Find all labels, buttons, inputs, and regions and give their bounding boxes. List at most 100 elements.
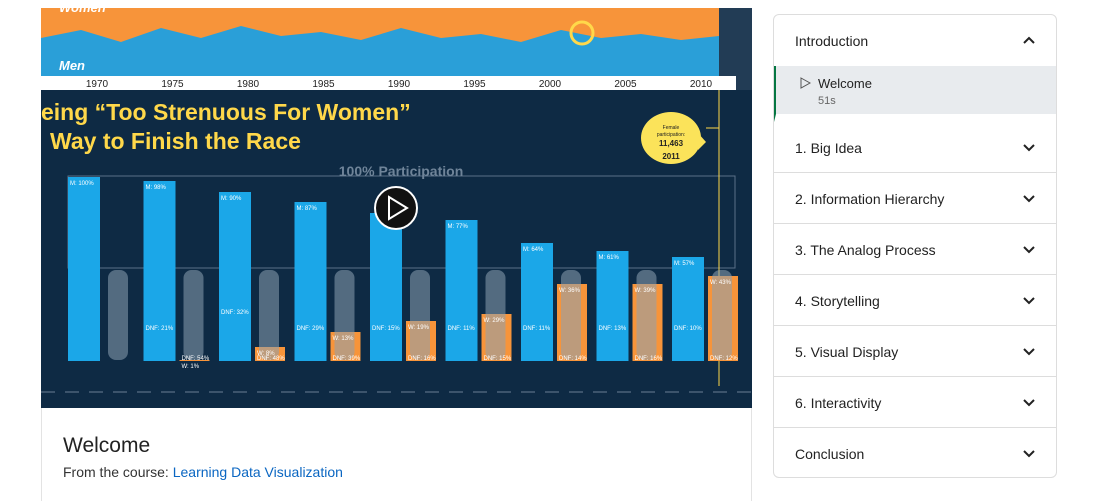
bar-men [370,213,402,361]
bar-label: M: 90% [221,196,242,202]
headline: Way to Finish the Race [50,128,301,154]
bar-label: W: 43% [710,280,732,286]
bar-label: DNF: 39% [333,356,361,362]
callout-text: 2011 [662,152,680,161]
section-row[interactable]: 3. The Analog Process [774,224,1056,275]
bar-label: DNF: 10% [674,326,702,332]
course-line: From the course: Learning Data Visualiza… [63,464,343,480]
bar-men [596,251,629,361]
lesson-title: Welcome [63,434,151,457]
bar-label: M: 98% [146,185,167,191]
bar-label: DNF: 16% [408,356,436,362]
bar-label: DNF: 11% [448,326,476,332]
table-of-contents: Introduction Welcome 51s 1. Big Idea 2. I… [773,14,1057,478]
silhouette [108,270,128,360]
bar-label: DNF: 13% [599,326,627,332]
section-row[interactable]: 5. Visual Display [774,326,1056,377]
play-icon [800,77,811,89]
section-title: Introduction [795,33,869,49]
bar-label: DNF: 12% [710,356,738,362]
section-title: 3. The Analog Process [795,242,936,258]
silhouette [636,270,657,360]
year-label: 1975 [161,79,184,90]
bar-label: DNF: 14% [559,356,587,362]
section-row[interactable]: 1. Big Idea [774,122,1056,173]
year-label: 2005 [614,79,637,90]
bar-label: W: 36% [559,288,581,294]
chevron-up [1023,36,1035,44]
bar-label: DNF: 48% [257,356,285,362]
year-label: 1970 [86,79,109,90]
bar-men [68,177,100,361]
bar-label: DNF: 15% [484,356,512,362]
bar-label: M: 87% [297,206,318,212]
bar-men [219,192,251,361]
item-title: Welcome [818,76,872,91]
bar-label: M: 57% [674,261,695,267]
bar-label: DNF: 21% [146,326,174,332]
section-title: 5. Visual Display [795,344,899,360]
chevron-down [1023,348,1035,356]
bar-men [143,181,176,361]
chevron-down [1023,399,1035,407]
silhouette [561,270,581,360]
chevron-down [1023,450,1035,458]
headline: eing “Too Strenuous For Women” [41,99,411,125]
chevron-down [1023,144,1035,152]
silhouette [183,270,204,360]
lesson-item[interactable]: Welcome 51s [774,66,1056,122]
callout-text: 11,463 [659,139,684,148]
participation-label: 100% Participation [339,163,464,179]
chevron-down [1023,246,1035,254]
year-label: 1980 [237,79,260,90]
callout-text: participation: [657,132,685,138]
bar-label: M: 64% [523,247,544,253]
bar-label: DNF: 16% [635,356,663,362]
year-label: 2010 [690,79,713,90]
bar-label: DNF: 11% [523,326,551,332]
bar-label: W: 1% [182,364,200,370]
bar-label: W: 8% [257,351,275,357]
series-label: Women [59,8,106,15]
bar-men [294,202,327,361]
section-row[interactable]: 4. Storytelling [774,275,1056,326]
item-duration: 51s [818,95,836,107]
bar-label: W: 29% [484,318,506,324]
chevron-down [1023,195,1035,203]
bar-label: DNF: 54% [182,356,210,362]
section-header[interactable]: Introduction [774,15,1056,66]
silhouette [712,270,732,360]
bar-label: M: 77% [448,224,469,230]
year-label: 1995 [463,79,486,90]
section-row[interactable]: 6. Interactivity [774,377,1056,428]
bar-women [179,360,210,361]
bar-label: DNF: 29% [297,326,325,332]
bar-label: M: 100% [70,181,94,187]
bar-label: DNF: 15% [372,326,400,332]
year-label: 2000 [539,79,562,90]
play-button[interactable] [374,186,418,230]
course-link[interactable]: Learning Data Visualization [172,464,343,480]
silhouette [485,270,506,360]
section-title: Conclusion [795,446,865,462]
bar-men [445,220,478,361]
series-label: Men [59,58,85,73]
bar-label: M: 61% [599,255,620,261]
section-title: 4. Storytelling [795,293,880,309]
silhouette [410,270,430,360]
silhouette [259,270,279,360]
bar-label: DNF: 32% [221,310,249,316]
section-row[interactable]: 2. Information Hierarchy [774,173,1056,224]
callout-text: Female [663,125,680,131]
bar-men [521,243,553,361]
section-row[interactable]: Conclusion [774,428,1056,477]
chevron-down [1023,297,1035,305]
lesson-info: Welcome From the course: Learning Data V… [41,408,752,501]
section-title: 6. Interactivity [795,395,882,411]
silhouette [334,270,355,360]
year-label: 1990 [388,79,411,90]
year-label: 1985 [312,79,335,90]
from-label: From the course: [63,464,169,480]
